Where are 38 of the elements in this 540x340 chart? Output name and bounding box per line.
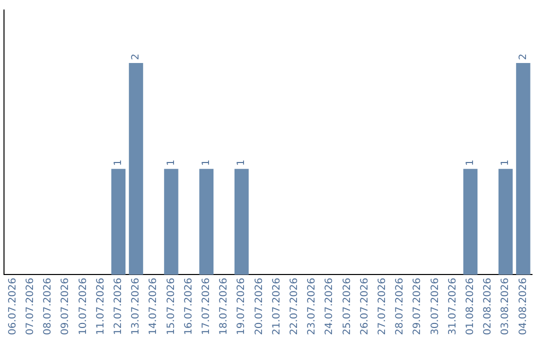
data-label: 2 [518, 54, 529, 60]
x-tick-label: 27.07.2026 [376, 278, 388, 336]
x-tick-label: 23.07.2026 [306, 278, 318, 336]
x-tick-label: 09.07.2026 [60, 278, 72, 336]
x-tick-label: 28.07.2026 [394, 278, 406, 336]
x-tick-label: 10.07.2026 [78, 278, 89, 336]
x-tick-label: 04.08.2026 [518, 278, 529, 336]
data-label: 2 [130, 54, 142, 60]
x-tick-label: 18.07.2026 [218, 278, 230, 336]
x-tick-label: 12.07.2026 [112, 278, 124, 336]
x-tick-label: 07.07.2026 [24, 278, 36, 336]
x-tick-label: 22.07.2026 [288, 278, 300, 336]
x-tick-label: 17.07.2026 [200, 278, 212, 336]
x-tick-label: 19.07.2026 [236, 278, 248, 336]
x-tick-label: 11.07.2026 [95, 278, 106, 336]
x-tick-label: 15.07.2026 [166, 278, 177, 336]
x-tick-label: 02.08.2026 [482, 278, 494, 336]
x-tick-label: 29.07.2026 [412, 278, 424, 336]
data-label: 1 [200, 159, 212, 166]
data-label: 1 [500, 159, 512, 166]
x-tick-label: 03.08.2026 [500, 278, 512, 336]
data-label: 1 [236, 159, 248, 166]
x-tick-label: 13.07.2026 [130, 278, 142, 336]
x-tick-label: 30.07.2026 [430, 278, 441, 336]
x-tick-label: 20.07.2026 [254, 278, 265, 336]
data-label: 1 [112, 159, 124, 166]
data-label: 1 [166, 159, 177, 166]
x-tick-label: 26.07.2026 [359, 278, 370, 336]
x-tick-label: 08.07.2026 [42, 278, 54, 336]
x-tick-label: 14.07.2026 [148, 278, 160, 336]
x-tick-label: 31.07.2026 [447, 278, 458, 336]
x-tick-label: 06.07.2026 [7, 278, 18, 336]
x-tick-label: 01.08.2026 [464, 278, 476, 336]
x-tick-label: 25.07.2026 [342, 278, 353, 336]
x-tick-label: 24.07.2026 [324, 278, 336, 336]
x-tick-label: 21.07.2026 [271, 278, 282, 336]
x-tick-label: 16.07.2026 [183, 278, 194, 336]
data-label: 1 [464, 159, 476, 166]
